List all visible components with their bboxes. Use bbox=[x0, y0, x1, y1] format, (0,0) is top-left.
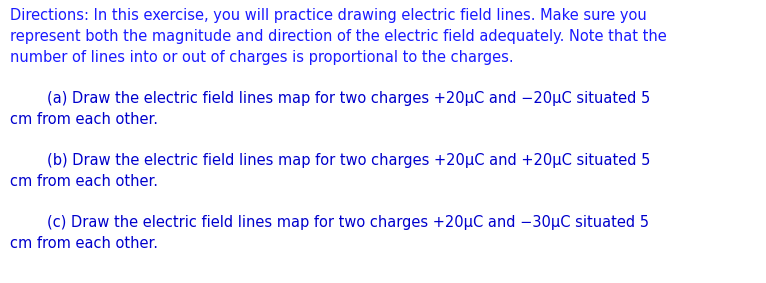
Text: (a) Draw the electric field lines map for two charges +20μC and −20μC situated 5: (a) Draw the electric field lines map fo… bbox=[10, 91, 650, 106]
Text: (b) Draw the electric field lines map for two charges +20μC and +20μC situated 5: (b) Draw the electric field lines map fo… bbox=[10, 153, 650, 168]
Text: cm from each other.: cm from each other. bbox=[10, 236, 158, 251]
Text: Directions: In this exercise, you will practice drawing electric field lines. Ma: Directions: In this exercise, you will p… bbox=[10, 8, 647, 23]
Text: number of lines into or out of charges is proportional to the charges.: number of lines into or out of charges i… bbox=[10, 50, 513, 65]
Text: cm from each other.: cm from each other. bbox=[10, 174, 158, 189]
Text: (c) Draw the electric field lines map for two charges +20μC and −30μC situated 5: (c) Draw the electric field lines map fo… bbox=[10, 215, 649, 230]
Text: represent both the magnitude and direction of the electric field adequately. Not: represent both the magnitude and directi… bbox=[10, 29, 666, 44]
Text: cm from each other.: cm from each other. bbox=[10, 112, 158, 127]
